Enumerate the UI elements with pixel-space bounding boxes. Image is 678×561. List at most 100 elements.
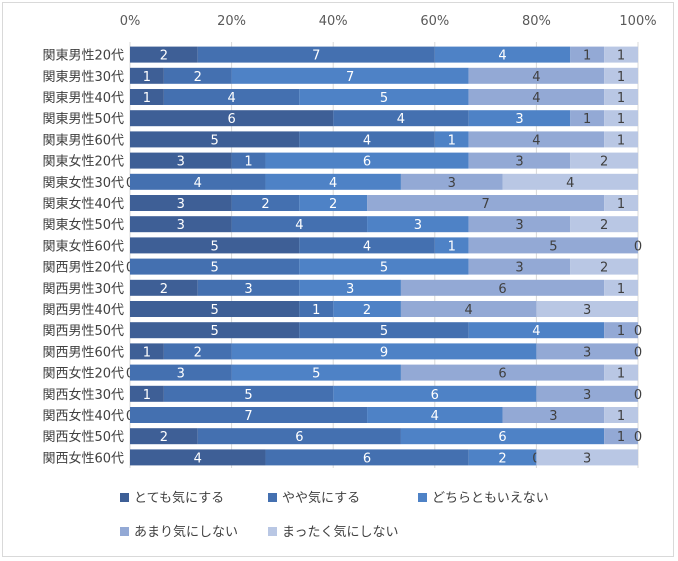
data-label: 2 xyxy=(194,70,202,85)
data-label: 0 xyxy=(634,345,642,360)
x-tick-label: 40% xyxy=(319,14,348,29)
bar-segment xyxy=(130,67,164,84)
bar-segment xyxy=(231,67,469,84)
data-label: 0 xyxy=(634,239,642,254)
bar-segment xyxy=(299,195,368,211)
data-label: 1 xyxy=(143,345,151,360)
bar-segment xyxy=(367,216,469,233)
data-label: 1 xyxy=(583,49,591,64)
bar-segment xyxy=(536,343,638,360)
category-label: 関西女性50代 xyxy=(42,429,124,445)
data-label: 1 xyxy=(143,388,151,403)
bar-segment xyxy=(130,449,266,466)
data-label: 2 xyxy=(160,282,168,297)
data-label: 7 xyxy=(346,70,354,85)
data-label: 1 xyxy=(617,91,625,106)
x-tick-label: 0% xyxy=(120,14,141,29)
category-label: 関東男性20代 xyxy=(42,48,124,64)
data-label: 1 xyxy=(448,239,456,254)
category-label: 関東女性20代 xyxy=(42,154,124,170)
bar-segment xyxy=(299,322,469,339)
bar-segment xyxy=(502,173,638,190)
category-label: 関東女性60代 xyxy=(42,238,124,254)
data-label: 3 xyxy=(177,155,185,170)
legend-swatch xyxy=(268,527,277,536)
bar-segment xyxy=(468,67,605,84)
bar-segment xyxy=(130,216,232,233)
legend-swatch xyxy=(120,493,129,502)
bar-segment xyxy=(468,152,571,169)
data-label: 4 xyxy=(465,303,473,318)
bar-segment xyxy=(130,279,198,296)
data-label: 1 xyxy=(244,155,252,170)
data-label: 6 xyxy=(498,430,506,445)
data-label: 6 xyxy=(227,112,235,127)
data-label: 1 xyxy=(617,367,625,382)
category-label: 関西女性60代 xyxy=(42,450,124,466)
bar-segment xyxy=(130,385,164,402)
category-label: 関西男性30代 xyxy=(42,282,124,297)
data-label: 3 xyxy=(549,409,557,424)
bar-segment xyxy=(299,237,435,254)
legend-label: まったく気にしない xyxy=(282,524,398,540)
data-label: 3 xyxy=(583,451,591,466)
bar-segment xyxy=(197,279,300,296)
bar-segment xyxy=(231,216,368,233)
bar-segment xyxy=(163,89,300,105)
data-label: 3 xyxy=(583,388,591,403)
bar-segment xyxy=(130,364,232,381)
legend-label: どちらともいえない xyxy=(432,491,549,506)
data-label: 6 xyxy=(498,282,506,297)
bar-segment xyxy=(468,258,571,275)
bar-segment xyxy=(367,195,605,211)
data-label: 1 xyxy=(583,112,591,127)
data-label: 1 xyxy=(617,49,625,64)
data-label: 2 xyxy=(261,197,269,212)
bar-segment xyxy=(333,385,537,402)
bar-segment xyxy=(434,237,469,254)
bar-segment xyxy=(604,279,638,296)
bar-segment xyxy=(468,322,605,339)
data-label: 1 xyxy=(617,282,625,297)
data-label: 0 xyxy=(634,430,642,445)
data-label: 4 xyxy=(532,133,540,148)
bar-segment xyxy=(130,89,164,105)
bar-segment xyxy=(299,258,469,275)
bar-segment xyxy=(299,279,401,296)
data-label: 7 xyxy=(312,49,320,64)
data-label: 3 xyxy=(177,367,185,382)
bar-segment xyxy=(434,46,571,63)
bar-segment xyxy=(604,110,638,127)
bar-segment xyxy=(130,237,300,254)
bar-segment xyxy=(265,152,469,169)
bar-segment xyxy=(604,195,638,211)
bar-segment xyxy=(265,449,469,466)
data-label: 6 xyxy=(363,155,371,170)
data-label: 6 xyxy=(295,430,303,445)
category-label: 関西女性30代 xyxy=(42,387,124,403)
data-label: 3 xyxy=(515,112,523,127)
data-label: 5 xyxy=(380,91,388,106)
bar-segment xyxy=(231,152,266,169)
data-label: 3 xyxy=(414,218,422,233)
bar-segment xyxy=(536,301,638,317)
data-label: 1 xyxy=(143,70,151,85)
bar-segment xyxy=(130,301,300,317)
data-label: 4 xyxy=(431,409,439,424)
data-label: 0 xyxy=(634,388,642,403)
bar-segment xyxy=(333,110,469,127)
bar-segment xyxy=(604,364,638,381)
bar-segment xyxy=(197,46,435,63)
data-label: 3 xyxy=(583,303,591,318)
legend-swatch xyxy=(418,493,427,502)
data-label: 4 xyxy=(532,70,540,85)
data-label: 3 xyxy=(515,155,523,170)
bar-segment xyxy=(502,407,605,423)
data-label: 4 xyxy=(532,91,540,106)
category-label: 関東男性30代 xyxy=(42,69,124,85)
data-label: 4 xyxy=(566,176,574,191)
category-label: 関東女性30代 xyxy=(42,175,124,191)
data-label: 2 xyxy=(600,261,608,276)
bar-segment xyxy=(434,131,469,148)
data-label: 6 xyxy=(363,451,371,466)
